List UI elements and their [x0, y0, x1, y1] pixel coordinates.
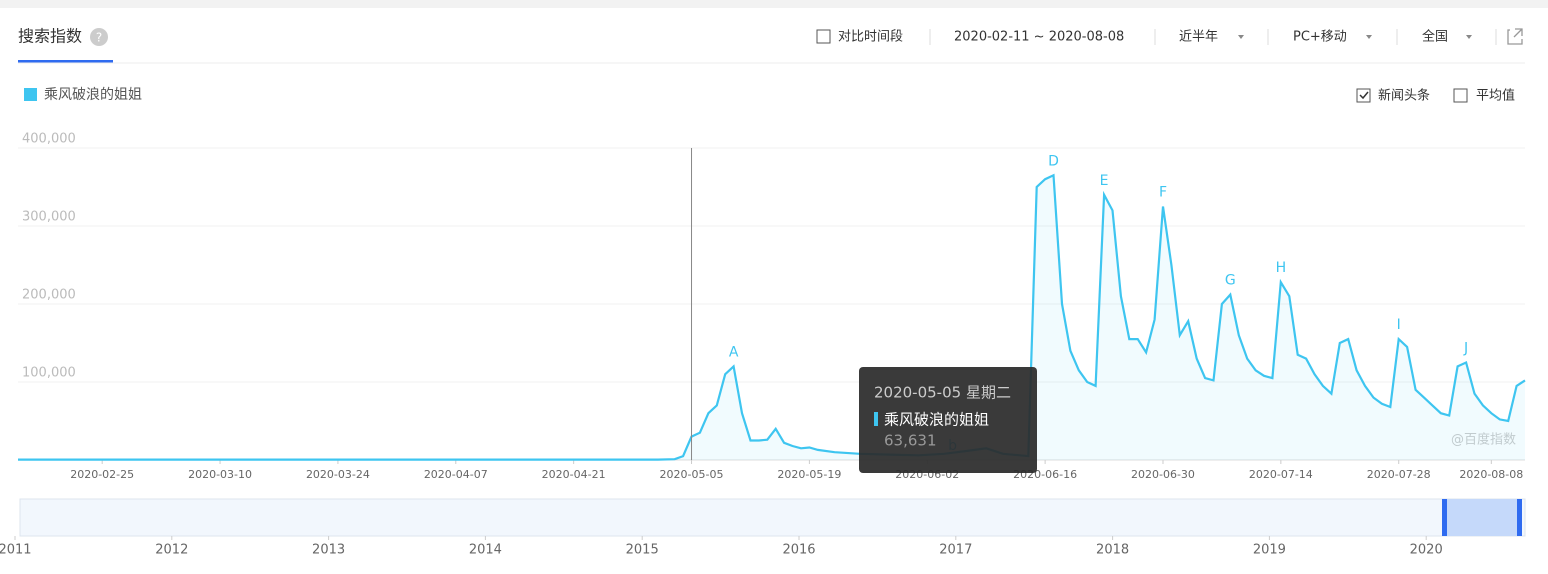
- range[interactable]: 2020-02-11 ~ 2020-08-08: [954, 30, 1124, 45]
- x-tick-label: 2020-08-08: [1459, 468, 1523, 481]
- overview-year: 2014: [469, 543, 502, 558]
- separators: [929, 29, 1497, 45]
- tooltip-series: 乘风破浪的姐姐: [884, 411, 989, 429]
- overview-handle[interactable]: [1517, 499, 1522, 536]
- overview-track: [19, 498, 1526, 537]
- overview-year: 2019: [1253, 543, 1286, 558]
- period[interactable]: 近半年: [1179, 30, 1218, 45]
- annotation: A: [729, 344, 739, 360]
- check: [1359, 91, 1369, 100]
- x-tick-label: 2020-05-19: [777, 468, 841, 481]
- legend-swatch: [24, 88, 37, 101]
- x-tick-label: 2020-06-30: [1131, 468, 1195, 481]
- overview-year: 2011: [0, 543, 32, 558]
- x-tick-label: 2020-04-07: [424, 468, 488, 481]
- overview-handle[interactable]: [1442, 499, 1447, 536]
- x-tick-label: 2020-07-28: [1367, 468, 1431, 481]
- tooltip-date: 2020-05-05 星期二: [874, 384, 1011, 402]
- top-strip: [0, 0, 1548, 8]
- annotation: G: [1225, 273, 1236, 289]
- export-icon[interactable]: [1507, 28, 1523, 45]
- x-tick-label: 2020-03-24: [306, 468, 370, 481]
- area: [18, 175, 1525, 461]
- compare[interactable]: 对比时间段: [838, 30, 903, 45]
- x-tick-label: 2020-04-21: [542, 468, 606, 481]
- overview-year: 2017: [939, 543, 972, 558]
- annotation: F: [1159, 185, 1167, 201]
- tab[interactable]: 搜索指数: [18, 27, 82, 46]
- x-tick-label: 2020-07-14: [1249, 468, 1313, 481]
- checkbox[interactable]: [1453, 88, 1468, 103]
- news-option[interactable]: 新闻头条: [1378, 88, 1430, 104]
- tooltip-swatch: [874, 412, 878, 426]
- average-option[interactable]: 平均值: [1476, 88, 1515, 104]
- x-tick-label: 2020-02-25: [70, 468, 134, 481]
- annotation: E: [1100, 173, 1109, 189]
- overview-year: 2013: [312, 543, 345, 558]
- annotation: H: [1276, 260, 1287, 276]
- tooltip-value: 63,631: [884, 432, 937, 450]
- overview-year: 2012: [155, 543, 188, 558]
- checkbox[interactable]: [1356, 88, 1371, 103]
- y-tick-label: 100,000: [22, 366, 76, 381]
- y-tick-label: 400,000: [22, 132, 76, 147]
- overview-window[interactable]: [1444, 499, 1520, 536]
- x-tick-label: 2020-03-10: [188, 468, 252, 481]
- help-text: ?: [96, 31, 102, 45]
- watermark: @百度指数: [1451, 432, 1516, 448]
- device[interactable]: PC+移动: [1293, 30, 1347, 45]
- annotation: I: [1397, 317, 1401, 333]
- annotation: J: [1463, 341, 1468, 357]
- overview-year: 2018: [1096, 543, 1129, 558]
- annotation: D: [1048, 153, 1059, 169]
- dropdown-arrows: [1238, 35, 1472, 39]
- legend-label[interactable]: 乘风破浪的姐姐: [44, 87, 142, 103]
- x-tick-label: 2020-05-05: [660, 468, 724, 481]
- y-tick-label: 200,000: [22, 288, 76, 303]
- overview-year: 2020: [1410, 543, 1443, 558]
- overview-year: 2016: [782, 543, 815, 558]
- line: [18, 173, 1526, 461]
- overview-year: 2015: [626, 543, 659, 558]
- tooltip: [859, 367, 1037, 473]
- tab-underline: [18, 60, 113, 63]
- help-icon[interactable]: [90, 28, 108, 46]
- checkbox[interactable]: [816, 29, 831, 44]
- region[interactable]: 全国: [1422, 29, 1448, 45]
- y-tick-label: 300,000: [22, 210, 76, 225]
